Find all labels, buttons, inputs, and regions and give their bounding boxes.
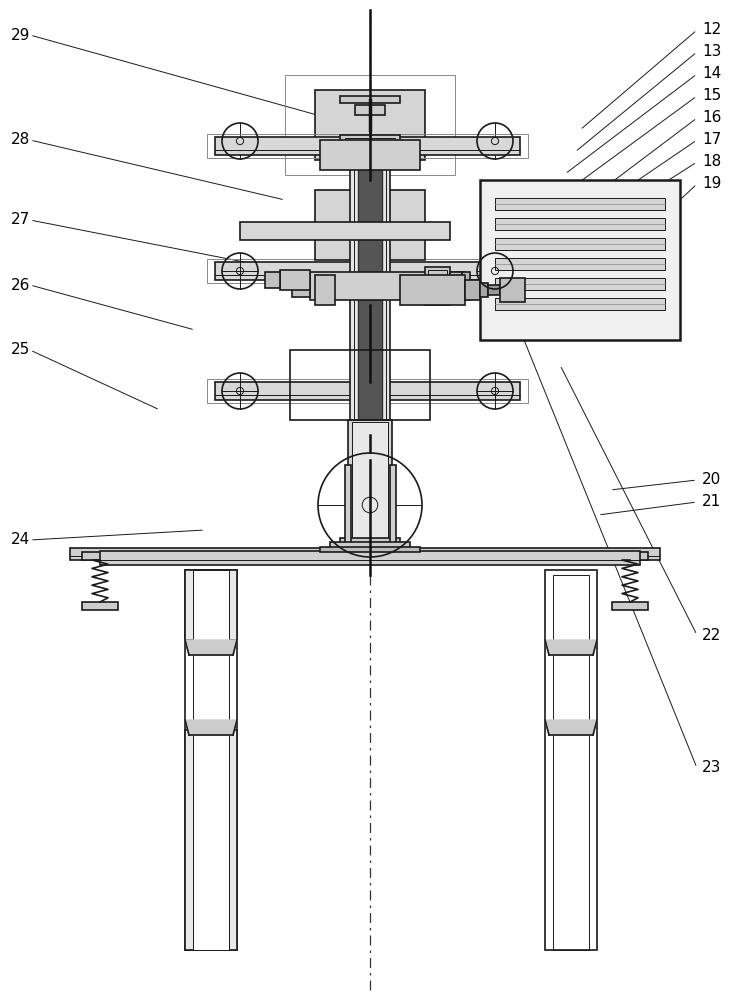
Bar [185,570,237,640]
Text: 13: 13 [702,44,722,60]
Bar [320,547,420,552]
Bar [354,160,386,545]
Bar [553,575,589,950]
Bar [285,75,455,175]
Text: 16: 16 [702,110,722,125]
Text: 23: 23 [702,760,722,776]
Text: 19: 19 [702,176,722,192]
Bar [495,198,665,210]
Bar [495,238,665,250]
Bar [358,165,382,540]
Bar [465,280,480,300]
Bar [315,275,335,305]
Text: 27: 27 [11,213,30,228]
Bar [310,272,465,300]
Text: 14: 14 [702,66,722,82]
Polygon shape [545,720,597,735]
Bar [612,552,648,560]
Bar [545,570,597,950]
Bar [292,275,310,297]
Bar [345,465,351,545]
Bar [100,551,640,565]
Bar [495,258,665,270]
Bar [495,218,665,230]
Text: 20: 20 [702,473,722,488]
Text: 25: 25 [11,342,30,358]
Text: 26: 26 [10,277,30,292]
Bar [462,272,470,300]
Bar [193,575,229,950]
Polygon shape [545,640,597,655]
Text: 17: 17 [702,132,722,147]
Bar [340,135,400,160]
Bar [340,538,400,550]
Bar [428,270,447,302]
Bar [280,270,310,290]
Bar [315,190,425,260]
Bar [612,602,648,610]
Bar [290,350,430,420]
Bar [450,272,462,300]
Bar [240,222,450,240]
Text: 12: 12 [702,22,722,37]
Bar [70,548,660,560]
Bar [345,138,395,157]
Text: 29: 29 [10,27,30,42]
Bar [330,542,410,550]
Text: 28: 28 [11,132,30,147]
Bar [390,465,396,545]
Bar [480,180,680,340]
Bar [495,278,665,290]
Text: 15: 15 [702,89,722,104]
Bar [265,272,280,288]
Bar [355,303,385,335]
Text: 21: 21 [702,494,722,510]
Bar [355,420,385,452]
Bar [500,278,525,302]
Bar [355,105,385,115]
Bar [480,283,488,297]
Bar [320,140,420,170]
Bar [215,137,520,155]
Text: 22: 22 [702,628,722,643]
Bar [348,420,392,540]
Polygon shape [185,720,237,735]
Bar [215,262,520,280]
Bar [356,347,384,382]
Text: 18: 18 [702,154,722,169]
Bar [193,730,229,950]
Bar [425,267,450,305]
Bar [488,285,500,295]
Bar [350,160,390,545]
Bar [400,275,465,305]
Bar [207,259,528,283]
Bar [193,570,229,640]
Bar [315,90,425,160]
Bar [82,602,118,610]
Bar [340,96,400,103]
Polygon shape [185,640,237,655]
Bar [215,382,520,400]
Bar [495,298,665,310]
Bar [207,379,528,403]
Bar [207,134,528,158]
Bar [185,730,237,950]
Bar [82,552,118,560]
Bar [352,422,388,538]
Text: 24: 24 [11,532,30,548]
Bar [185,570,237,950]
